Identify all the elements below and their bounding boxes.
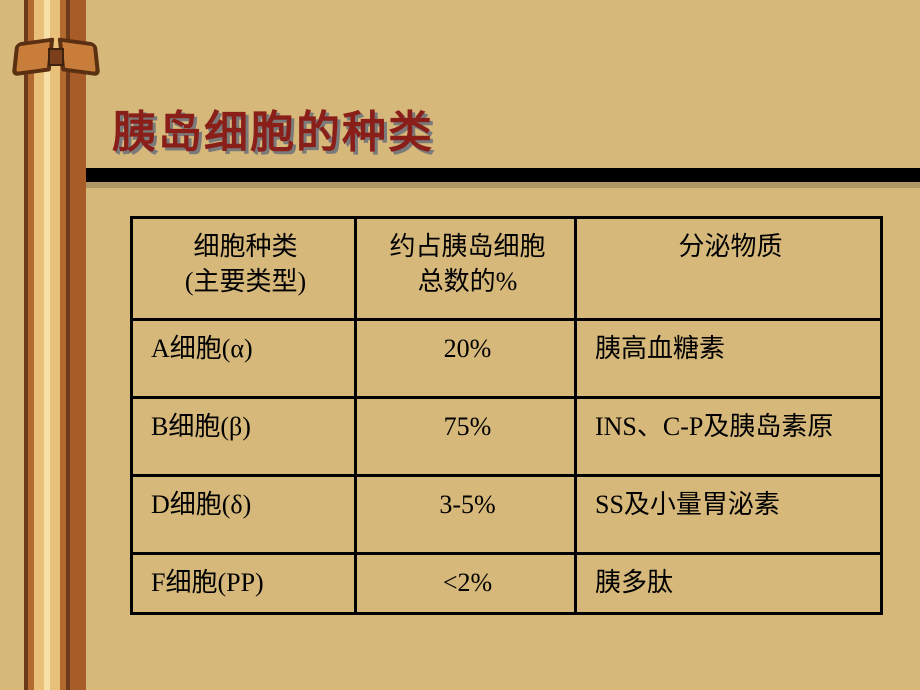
slide-title-text: 胰岛细胞的种类 [112, 108, 434, 157]
table: 细胞种类 (主要类型) 约占胰岛细胞 总数的% 分泌物质 A细胞(α) 20% … [130, 216, 883, 615]
title-divider-bar [86, 168, 920, 182]
table-header-row: 细胞种类 (主要类型) 约占胰岛细胞 总数的% 分泌物质 [132, 218, 882, 320]
table-row: F细胞(PP) <2% 胰多肽 [132, 554, 882, 614]
ribbon-bow [14, 34, 98, 90]
cell-secretion: INS、C-P及胰岛素原 [576, 398, 882, 476]
slide-title: 胰岛细胞的种类 胰岛细胞的种类 [112, 96, 434, 160]
table-row: B细胞(β) 75% INS、C-P及胰岛素原 [132, 398, 882, 476]
cell-pct: 75% [356, 398, 576, 476]
cell-pct: 3-5% [356, 476, 576, 554]
cell-type: F细胞(PP) [132, 554, 356, 614]
col-header-line: 总数的% [418, 267, 518, 296]
col-header-line: (主要类型) [185, 267, 306, 296]
cell-secretion: 胰多肽 [576, 554, 882, 614]
cell-pct: 20% [356, 320, 576, 398]
col-header-percentage: 约占胰岛细胞 总数的% [356, 218, 576, 320]
cell-type: D细胞(δ) [132, 476, 356, 554]
ribbon-strip [24, 0, 86, 690]
table-row: D细胞(δ) 3-5% SS及小量胃泌素 [132, 476, 882, 554]
col-header-secretion: 分泌物质 [576, 218, 882, 320]
table-row: A细胞(α) 20% 胰高血糖素 [132, 320, 882, 398]
cell-pct: <2% [356, 554, 576, 614]
col-header-line: 细胞种类 [193, 232, 297, 261]
col-header-cell-type: 细胞种类 (主要类型) [132, 218, 356, 320]
cell-secretion: SS及小量胃泌素 [576, 476, 882, 554]
col-header-line: 约占胰岛细胞 [389, 232, 545, 261]
islet-cell-table: 细胞种类 (主要类型) 约占胰岛细胞 总数的% 分泌物质 A细胞(α) 20% … [130, 216, 880, 615]
cell-type: B细胞(β) [132, 398, 356, 476]
cell-type: A细胞(α) [132, 320, 356, 398]
col-header-line: 分泌物质 [678, 232, 782, 261]
cell-secretion: 胰高血糖素 [576, 320, 882, 398]
